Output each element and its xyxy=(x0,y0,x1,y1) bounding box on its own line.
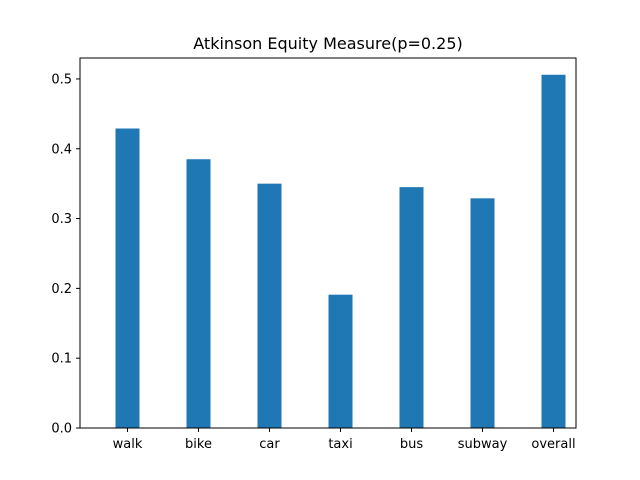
y-tick-label-0.3: 0.3 xyxy=(51,212,72,227)
x-tick-label-overall: overall xyxy=(531,437,575,452)
x-tick-label-taxi: taxi xyxy=(328,437,352,452)
y-tick-label-0.0: 0.0 xyxy=(51,422,72,437)
bar-car xyxy=(257,183,282,428)
y-tick-label-0.5: 0.5 xyxy=(51,72,72,87)
bar-bike xyxy=(186,159,211,428)
bar-bus xyxy=(399,187,424,428)
bar-taxi xyxy=(328,294,353,428)
y-tick-label-0.1: 0.1 xyxy=(51,352,72,367)
bar-overall xyxy=(541,74,566,429)
y-axis: 0.0 0.1 0.2 0.3 0.4 0.5 xyxy=(51,72,80,437)
x-axis: walk bike car taxi bus subway overall xyxy=(113,428,576,452)
chart-title: Atkinson Equity Measure(p=0.25) xyxy=(193,34,463,53)
plot-frame xyxy=(79,57,577,429)
x-tick-label-subway: subway xyxy=(458,437,508,452)
y-tick-label-0.2: 0.2 xyxy=(51,282,72,297)
y-tick-label-0.4: 0.4 xyxy=(51,142,72,157)
x-tick-label-bike: bike xyxy=(185,437,212,452)
x-tick-label-walk: walk xyxy=(113,437,143,452)
x-tick-label-car: car xyxy=(259,437,280,452)
bar-walk xyxy=(115,128,140,428)
bars-group xyxy=(115,74,566,429)
bar-subway xyxy=(470,198,495,428)
x-tick-label-bus: bus xyxy=(400,437,423,452)
